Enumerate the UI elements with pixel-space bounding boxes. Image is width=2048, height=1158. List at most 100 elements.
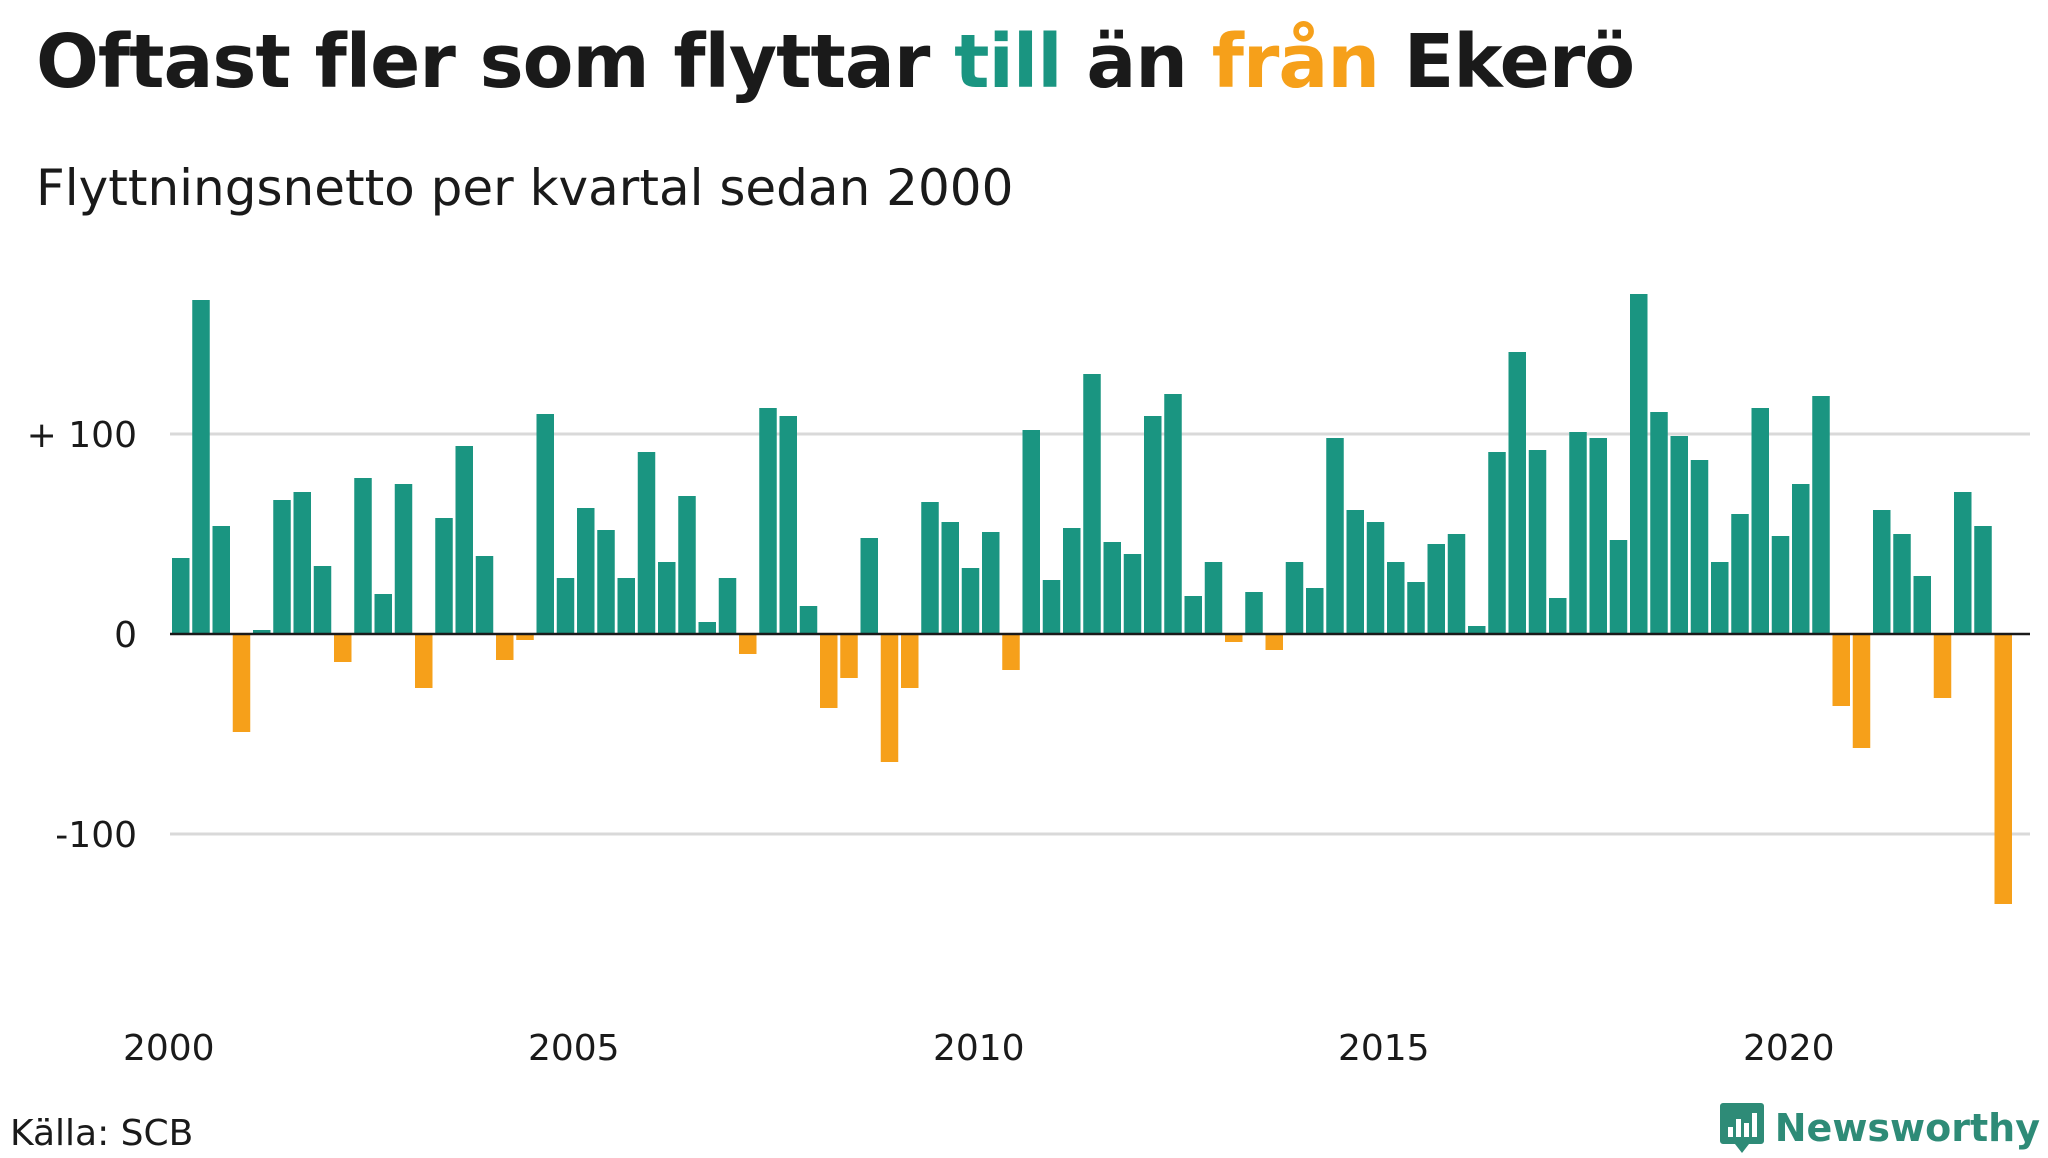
title-fran-highlight: från [1211,19,1380,105]
bar-positive [1407,582,1425,634]
bar-positive [1711,562,1729,634]
bar-positive [1346,510,1364,634]
title-part-3: än [1061,19,1212,105]
title-part-1: Oftast fler som flyttar [36,19,955,105]
bar-positive [1306,588,1324,634]
bar-positive [212,526,230,634]
bar-positive [1812,396,1830,634]
bar-negative [1994,634,2012,904]
bar-positive [1792,484,1810,634]
bar-negative [232,634,251,732]
bar-positive [1042,580,1061,634]
bar-negative [1002,634,1020,670]
bar-negative [820,634,838,708]
bar-negative [901,634,919,688]
brand-name: Newsworthy [1774,1106,2040,1150]
bar-chart: + 100 0 -100 2000 2005 2010 2015 2020 [27,294,2030,1069]
bar-positive [1468,626,1486,634]
x-tick-label: 2010 [933,1028,1025,1069]
bar-negative [840,634,858,678]
bar-negative [415,634,433,688]
bar-positive [759,408,777,634]
bar-positive [961,568,980,634]
axis-layer: + 100 0 -100 2000 2005 2010 2015 2020 [27,415,2030,1069]
bar-positive [678,496,696,634]
bar-positive [637,452,656,634]
bar-positive [577,508,595,634]
bar-positive [1184,596,1202,634]
bar-negative [880,634,899,762]
bar-positive [273,500,291,634]
bar-positive [1893,534,1911,634]
bar-positive [1488,452,1506,634]
bar-negative [516,634,534,640]
bar-positive [1690,460,1709,634]
bar-positive [1751,408,1769,634]
y-tick-label: + 100 [27,415,137,456]
x-tick-label: 2000 [123,1028,215,1069]
chart-title: Oftast fler som flyttar till än från Eke… [36,19,1635,105]
bar-positive [1144,416,1162,634]
bar-positive [1913,576,1931,634]
bar-positive [1387,562,1405,634]
bar-positive [1528,450,1547,634]
x-tick-label: 2005 [528,1028,620,1069]
newsworthy-logo-icon [1719,1103,1764,1153]
bar-positive [556,578,575,634]
bars-layer [172,294,2012,904]
bar-positive [1427,544,1445,634]
bar-positive [1549,598,1567,634]
bar-positive [1164,394,1182,634]
bar-negative [334,634,352,662]
bar-positive [1974,526,1992,634]
bar-positive [617,578,635,634]
bar-positive [921,502,939,634]
bar-negative [739,634,757,654]
brand-logo: Newsworthy [1719,1098,2040,1158]
bar-positive [1771,536,1790,634]
bar-positive [1245,592,1263,634]
bar-positive [1954,492,1972,634]
bar-positive [1022,430,1040,634]
bar-positive [374,594,392,634]
bar-positive [313,566,332,634]
y-tick-label: 0 [114,615,137,656]
y-tick-label: -100 [55,815,137,856]
bar-positive [1670,436,1688,634]
bar-positive [1103,542,1121,634]
bar-positive [779,416,797,634]
bar-positive [799,606,818,634]
bar-positive [982,532,1000,634]
bar-positive [1873,510,1891,634]
source-label: Källa: SCB [10,1113,194,1154]
bar-negative [1933,634,1952,698]
bar-positive [394,484,413,634]
bar-positive [1569,432,1587,634]
bar-positive [435,518,453,634]
bar-positive [1326,438,1344,634]
bar-negative [1832,634,1850,706]
chart-subtitle: Flyttningsnetto per kvartal sedan 2000 [36,159,1014,217]
bar-positive [192,300,210,634]
bar-positive [475,556,494,634]
bar-positive [455,446,473,634]
bar-positive [1063,528,1081,634]
bar-positive [941,522,959,634]
bar-negative [496,634,514,660]
title-till-highlight: till [954,19,1062,105]
title-part-5: Ekerö [1379,19,1635,105]
bar-positive [1589,438,1607,634]
bar-positive [1447,534,1466,634]
bar-positive [1123,554,1142,634]
bar-positive [354,478,372,634]
bar-positive [698,622,716,634]
bar-positive [1650,412,1668,634]
x-tick-label: 2015 [1338,1028,1430,1069]
bar-positive [658,562,676,634]
bar-positive [1083,374,1101,634]
bar-positive [1285,562,1304,634]
x-tick-label: 2020 [1743,1028,1835,1069]
bar-positive [597,530,615,634]
bar-positive [172,558,190,634]
bar-positive [1609,540,1628,634]
